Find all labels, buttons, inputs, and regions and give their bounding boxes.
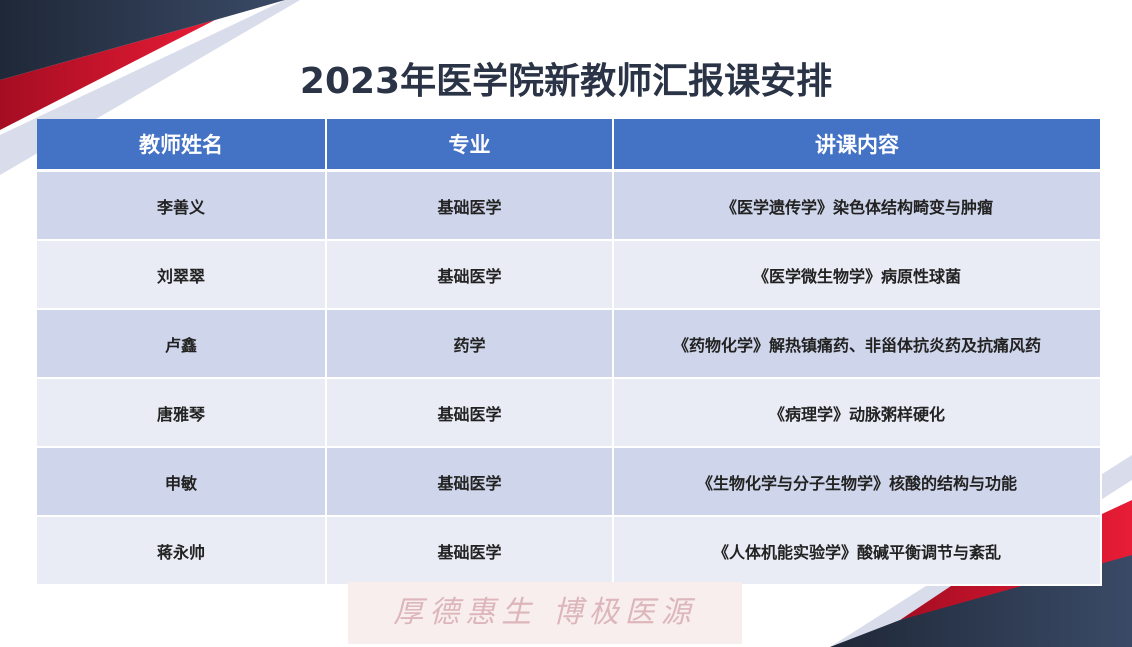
teacher-name-cell: 蒋永帅 — [37, 516, 327, 586]
table-row: 蒋永帅 基础医学 《人体机能实验学》酸碱平衡调节与紊乱 — [37, 516, 1102, 586]
table-row: 唐雅琴 基础医学 《病理学》动脉粥样硬化 — [37, 378, 1102, 448]
teacher-name-cell: 刘翠翠 — [37, 240, 327, 310]
table-row: 卢鑫 药学 《药物化学》解热镇痛药、非甾体抗炎药及抗痛风药 — [37, 309, 1102, 379]
major-cell: 基础医学 — [326, 240, 614, 310]
lecture-topic-cell: 《医学遗传学》染色体结构畸变与肿瘤 — [613, 170, 1102, 241]
teacher-name-cell: 李善义 — [37, 170, 327, 241]
table-row: 李善义 基础医学 《医学遗传学》染色体结构畸变与肿瘤 — [37, 170, 1102, 241]
lecture-topic-cell: 《病理学》动脉粥样硬化 — [613, 378, 1102, 448]
teacher-name-cell: 卢鑫 — [37, 309, 327, 379]
teacher-name-cell: 唐雅琴 — [37, 378, 327, 448]
teacher-name-cell: 申敏 — [37, 447, 327, 517]
column-header: 教师姓名 — [37, 119, 327, 172]
red-band-top — [0, 20, 215, 130]
table-header: 教师姓名 专业 讲课内容 — [37, 119, 1102, 172]
major-cell: 基础医学 — [326, 170, 614, 241]
lecture-topic-cell: 《生物化学与分子生物学》核酸的结构与功能 — [613, 447, 1102, 517]
dark-band-top — [0, 0, 285, 80]
motto-banner: 厚德惠生 博极医源 — [348, 582, 742, 644]
column-header: 专业 — [326, 119, 614, 172]
lecture-topic-cell: 《药物化学》解热镇痛药、非甾体抗炎药及抗痛风药 — [613, 309, 1102, 379]
table-row: 刘翠翠 基础医学 《医学微生物学》病原性球菌 — [37, 240, 1102, 310]
major-cell: 基础医学 — [326, 378, 614, 448]
page-title: 2023年医学院新教师汇报课安排 — [299, 61, 833, 102]
major-cell: 药学 — [326, 309, 614, 379]
major-cell: 基础医学 — [326, 516, 614, 586]
table-row: 申敏 基础医学 《生物化学与分子生物学》核酸的结构与功能 — [37, 447, 1102, 517]
schedule-table: 教师姓名 专业 讲课内容 李善义 基础医学 《医学遗传学》染色体结构畸变与肿瘤 刘翠翠… — [37, 119, 1102, 586]
lecture-topic-cell: 《医学微生物学》病原性球菌 — [613, 240, 1102, 310]
major-cell: 基础医学 — [326, 447, 614, 517]
lecture-topic-cell: 《人体机能实验学》酸碱平衡调节与紊乱 — [613, 516, 1102, 586]
column-header: 讲课内容 — [613, 119, 1102, 172]
